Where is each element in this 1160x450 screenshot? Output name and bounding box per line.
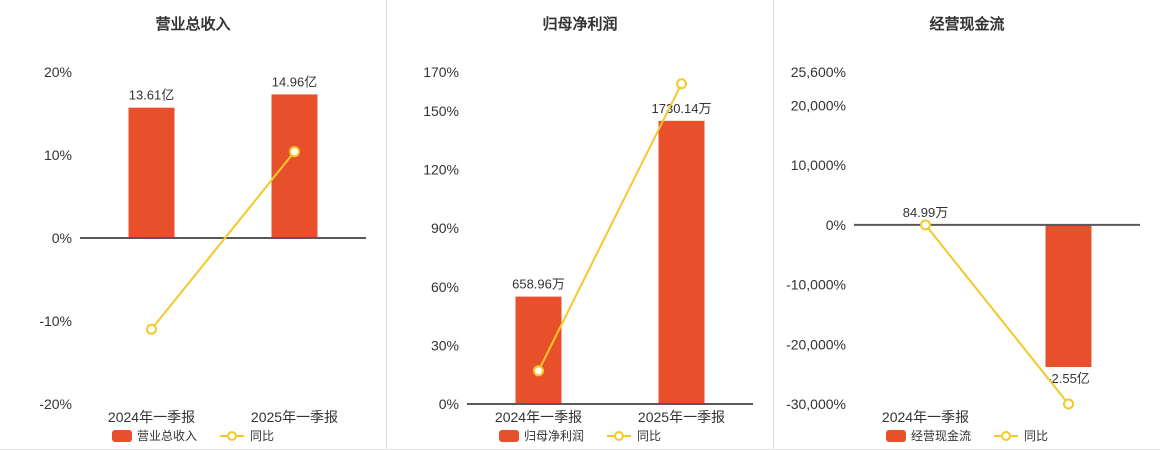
legend-label: 经营现金流 <box>910 429 971 443</box>
y-tick-label: -10% <box>39 313 72 329</box>
bar <box>271 94 318 238</box>
legend-label: 同比 <box>637 429 662 443</box>
bar-value-label: 658.96万 <box>512 277 565 292</box>
chart-legend: 营业总收入 同比 <box>0 430 386 442</box>
legend-label: 同比 <box>250 429 275 443</box>
y-tick-label: 120% <box>423 162 459 178</box>
x-axis-label: 2025年一季报 <box>638 409 725 425</box>
legend-bar-swatch-icon <box>498 430 519 442</box>
legend-item[interactable]: 同比 <box>993 430 1048 442</box>
legend-label: 同比 <box>1024 429 1049 443</box>
legend-line-swatch-icon <box>994 431 1018 441</box>
chart-legend: 归母净利润 同比 <box>387 430 773 442</box>
x-axis-label: 2024年一季报 <box>882 409 969 425</box>
legend-item[interactable]: 归母净利润 <box>498 429 584 443</box>
yoy-line <box>537 83 683 372</box>
y-tick-label: -20,000% <box>786 336 846 352</box>
chart-title: 营业总收入 <box>155 16 231 33</box>
y-tick-label: 0% <box>439 396 459 412</box>
bar <box>515 296 562 404</box>
yoy-marker <box>920 219 931 231</box>
y-tick-label: -30,000% <box>786 396 846 412</box>
y-tick-label: 90% <box>431 220 459 236</box>
legend-label: 归母净利润 <box>523 429 584 443</box>
x-axis-label: 2024年一季报 <box>108 409 195 425</box>
chart-canvas: 25,600% 20,000% 10,000% 0% -10,000% -20,000% -… <box>786 64 1140 425</box>
chart-canvas: 170% 150% 120% 90% 60% 30% 0% 658.96万 1730.14万 20… <box>423 64 753 425</box>
legend-line-swatch-icon <box>607 431 631 441</box>
y-tick-label: -20% <box>39 396 72 412</box>
legend-item[interactable]: 经营现金流 <box>885 429 971 443</box>
bar <box>1045 224 1092 367</box>
y-tick-label: 0% <box>826 217 846 233</box>
panel-operating-cashflow: 经营现金流 25,600% 20,000% 10,000% 0% -10,000% -20… <box>773 0 1160 449</box>
y-tick-label: 0% <box>52 230 72 246</box>
yoy-marker <box>676 78 687 90</box>
chart-title: 归母净利润 <box>542 16 618 33</box>
legend-item[interactable]: 同比 <box>219 430 274 442</box>
y-tick-label: 150% <box>423 103 459 119</box>
y-tick-label: 25,600% <box>791 64 846 80</box>
legend-bar-swatch-icon <box>111 430 132 442</box>
chart-canvas: 20% 10% 0% -10% -20% 13.61亿 14.96亿 2024年一季报 2025… <box>39 64 366 425</box>
bar-value-label: 1730.14万 <box>652 101 712 116</box>
legend-label: 营业总收入 <box>136 429 197 443</box>
y-tick-label: -10,000% <box>786 277 846 293</box>
bar-value-label: 14.96亿 <box>272 74 318 89</box>
bar-value-label: 84.99万 <box>903 205 949 220</box>
yoy-marker <box>146 323 157 335</box>
yoy-marker <box>533 365 544 377</box>
legend-item[interactable]: 营业总收入 <box>111 429 197 443</box>
y-tick-label: 10,000% <box>791 157 846 173</box>
y-tick-label: 60% <box>431 279 459 295</box>
y-tick-label: 10% <box>44 147 72 163</box>
y-tick-label: 20,000% <box>791 97 846 113</box>
y-tick-label: 30% <box>431 337 459 353</box>
yoy-marker <box>1063 398 1074 410</box>
x-axis-label: 2024年一季报 <box>495 409 582 425</box>
chart-legend: 经营现金流 同比 <box>774 430 1160 442</box>
yoy-line <box>150 151 296 330</box>
yoy-marker <box>289 146 300 158</box>
chart-title: 经营现金流 <box>929 16 1005 33</box>
x-axis-label: 2025年一季报 <box>251 409 338 425</box>
legend-line-swatch-icon <box>220 431 244 441</box>
panel-operating-revenue: 营业总收入 20% 10% 0% -10% -20% 13.61亿 14.96亿 2024年一… <box>0 0 386 449</box>
bar <box>658 120 705 404</box>
legend-item[interactable]: 同比 <box>606 430 661 442</box>
bar-value-label: -2.55亿 <box>1047 371 1090 386</box>
yoy-line <box>924 224 1070 405</box>
bar <box>128 107 175 238</box>
panel-net-profit: 归母净利润 170% 150% 120% 90% 60% 30% 0% 658.96万 1730… <box>386 0 773 449</box>
bar-value-label: 13.61亿 <box>129 88 175 103</box>
legend-bar-swatch-icon <box>885 430 906 442</box>
y-tick-label: 20% <box>44 64 72 80</box>
y-tick-label: 170% <box>423 64 459 80</box>
